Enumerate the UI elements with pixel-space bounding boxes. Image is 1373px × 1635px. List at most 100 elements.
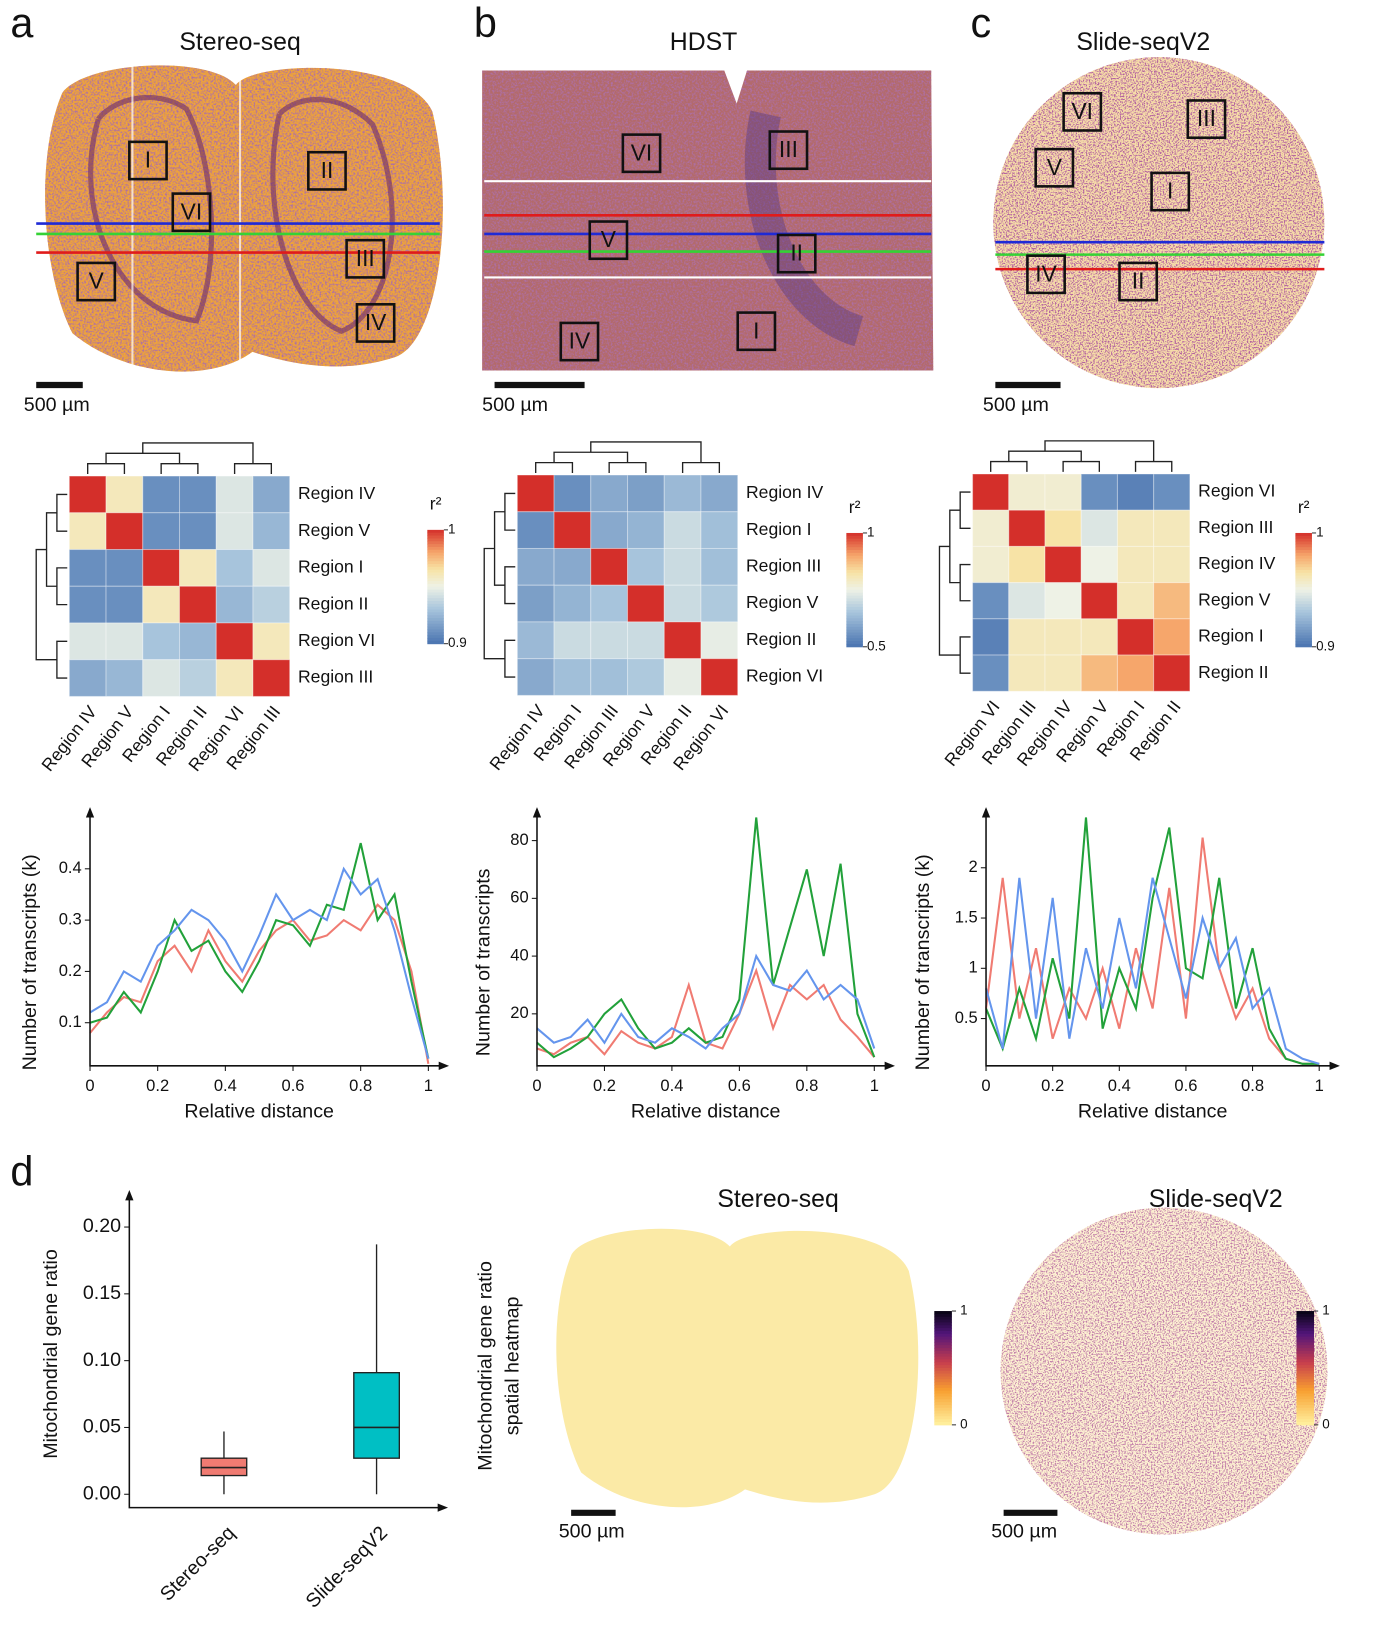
dendrogram: [57, 568, 67, 605]
heatmap-cell: [701, 585, 738, 622]
x-tick-label: 1: [424, 1076, 433, 1095]
row-label: Region V: [298, 520, 371, 540]
scale-bar-label: 500 µm: [24, 394, 90, 416]
colorbar-tick-label: 0.5: [867, 638, 886, 653]
heatmap-cell: [143, 513, 180, 550]
region-label: I: [145, 147, 151, 173]
heatmap-cell: [1009, 546, 1045, 582]
heatmap-cell: [701, 548, 738, 585]
heatmap-cell: [1117, 655, 1153, 691]
dendrogram: [554, 452, 627, 462]
heatmap-cell: [1009, 474, 1045, 510]
heatmap-cell: [664, 512, 701, 549]
heatmap-cell: [143, 586, 180, 623]
heatmap-cell: [664, 548, 701, 585]
colorbar-tick-label: 1: [960, 1303, 967, 1318]
heatmap-cell: [1154, 619, 1190, 655]
heatmap-cell: [973, 583, 1009, 619]
dendrogram: [609, 463, 646, 473]
heatmap-cell: [216, 586, 253, 623]
region-label: IV: [569, 328, 591, 354]
x-tick-label: 0.4: [1108, 1076, 1131, 1095]
region-label: I: [753, 317, 759, 343]
x-tick-label: 0.6: [282, 1076, 305, 1095]
colorbar-tick-label: 0.9: [1316, 638, 1335, 653]
heatmap-cell: [69, 660, 106, 697]
y-tick-label: 2: [969, 857, 978, 876]
dendrogram: [106, 453, 179, 463]
heatmap-cell: [517, 585, 554, 622]
x-tick-label: Slide-seqV2: [302, 1522, 392, 1612]
y-axis-title: Number of transcripts (k): [912, 854, 934, 1070]
heatmap-cell: [973, 546, 1009, 582]
dendrogram: [235, 464, 272, 474]
heatmap-cell: [1045, 655, 1081, 691]
tissue-texture: [482, 70, 933, 370]
heatmap-cell: [1081, 546, 1117, 582]
heatmap-cell: [628, 622, 665, 659]
heatmap-cell: [216, 660, 253, 697]
x-axis-title: Relative distance: [631, 1101, 781, 1123]
x-tick-label: 0.6: [1174, 1076, 1197, 1095]
y-tick-label: 0.4: [59, 858, 82, 877]
y-tick-label: 0.05: [83, 1416, 121, 1438]
heatmap-cell: [253, 586, 290, 623]
heatmap-cell: [1154, 546, 1190, 582]
colorbar-step: [427, 641, 444, 644]
heatmap-cell: [106, 586, 143, 623]
heatmap-cell: [591, 512, 628, 549]
panel-label: d: [10, 1148, 33, 1194]
y-axis-title: Mitochondrial gene ratio: [474, 1261, 496, 1471]
heatmap-cell: [216, 550, 253, 587]
heatmap-cell: [701, 659, 738, 696]
heatmap-cell: [554, 548, 591, 585]
dendrogram: [495, 512, 505, 585]
heatmap-cell: [1045, 546, 1081, 582]
row-label: Region VI: [1198, 481, 1275, 501]
heatmap-cell: [69, 586, 106, 623]
heatmap-cell: [1117, 474, 1153, 510]
row-label: Region VI: [298, 630, 375, 650]
heatmap-cell: [1009, 583, 1045, 619]
y-tick-label: 60: [510, 888, 528, 907]
colorbar-tick-label: 0: [960, 1416, 967, 1431]
colorbar-step: [1295, 644, 1312, 647]
heatmap-cell: [143, 550, 180, 587]
row-label: Region I: [298, 557, 363, 577]
heatmap-cell: [591, 548, 628, 585]
dendrogram: [161, 464, 198, 474]
heatmap-cell: [1081, 474, 1117, 510]
series-line: [537, 956, 874, 1048]
heatmap-cell: [253, 623, 290, 660]
column-label: Region IV: [485, 701, 548, 774]
heatmap-cell: [628, 548, 665, 585]
panel-label: c: [971, 0, 992, 46]
heatmap-cell: [1045, 474, 1081, 510]
region-label: III: [1197, 105, 1216, 131]
heatmap-cell: [554, 585, 591, 622]
dendrogram: [1063, 462, 1099, 472]
region-label: IV: [365, 309, 387, 335]
heatmap-cell: [180, 623, 217, 660]
dendrogram: [505, 567, 515, 604]
region-label: II: [321, 157, 334, 183]
heatmap-cell: [180, 550, 217, 587]
tissue: [556, 1229, 918, 1508]
colorbar-title: r²: [849, 497, 861, 517]
heatmap-cell: [253, 476, 290, 513]
heatmap-cell: [664, 585, 701, 622]
colorbar-step: [1296, 1422, 1314, 1425]
row-label: Region V: [1198, 589, 1271, 609]
y-tick-label: 0.10: [83, 1349, 121, 1371]
colorbar-tick-label: 1: [867, 525, 874, 540]
heatmap-cell: [69, 623, 106, 660]
heatmap-cell: [517, 659, 554, 696]
heatmap-cell: [628, 512, 665, 549]
heatmap-cell: [1154, 583, 1190, 619]
axis: [129, 1192, 439, 1508]
x-tick-label: 0: [85, 1076, 94, 1095]
x-axis-title: Relative distance: [1078, 1101, 1228, 1123]
dendrogram: [1009, 451, 1081, 461]
heatmap-cell: [1154, 510, 1190, 546]
heatmap-cell: [106, 476, 143, 513]
